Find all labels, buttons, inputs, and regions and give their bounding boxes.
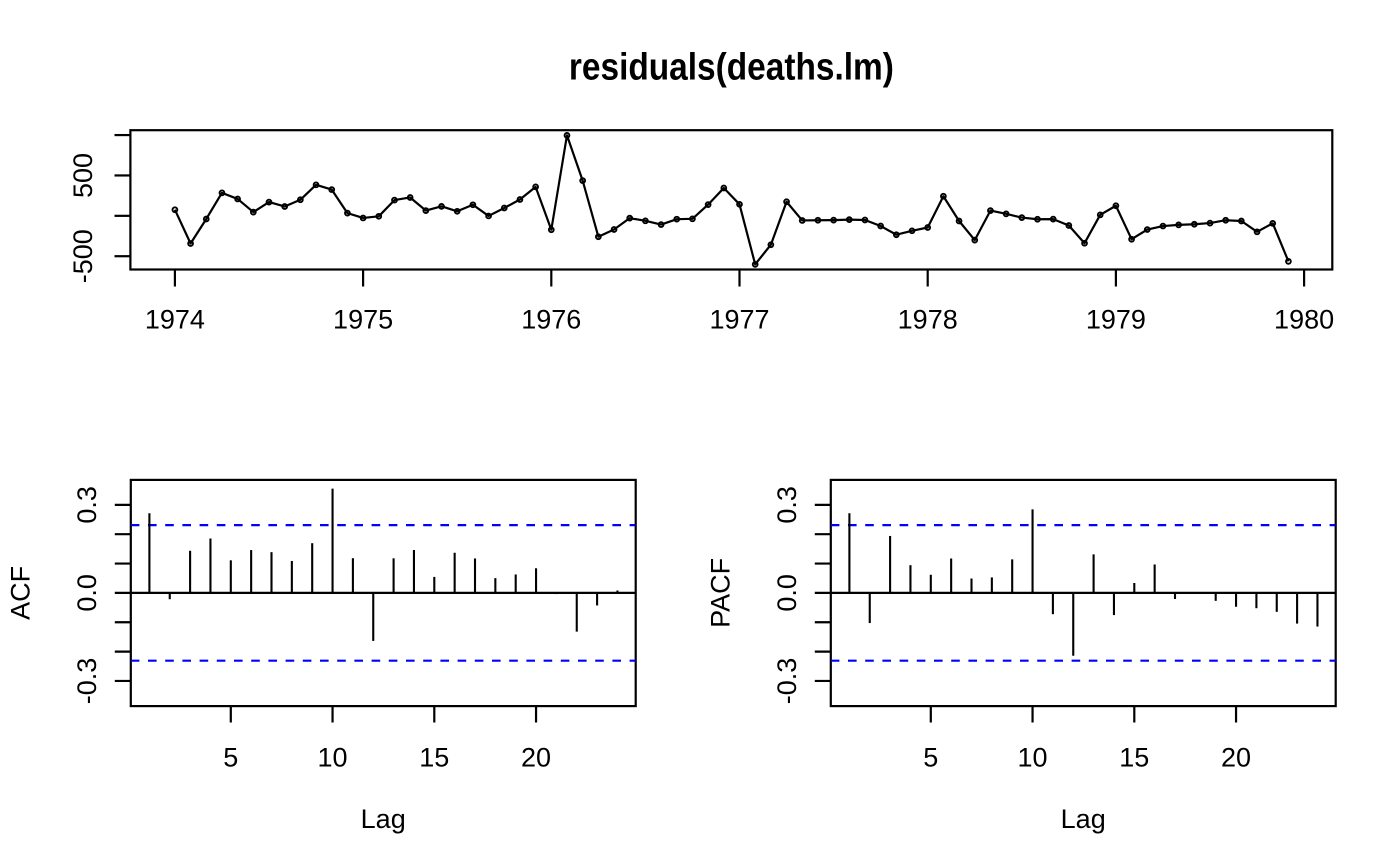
svg-text:1977: 1977 — [709, 304, 769, 334]
svg-text:0.3: 0.3 — [772, 486, 802, 524]
svg-text:10: 10 — [318, 742, 348, 772]
svg-text:-500: -500 — [68, 229, 98, 283]
svg-text:Lag: Lag — [361, 804, 406, 834]
svg-text:0.0: 0.0 — [772, 574, 802, 612]
svg-text:ACF: ACF — [6, 566, 36, 620]
svg-text:1979: 1979 — [1086, 304, 1146, 334]
svg-text:5: 5 — [923, 742, 938, 772]
svg-text:Lag: Lag — [1061, 804, 1106, 834]
svg-text:PACF: PACF — [706, 558, 736, 628]
svg-text:1978: 1978 — [898, 304, 958, 334]
svg-text:20: 20 — [1221, 742, 1251, 772]
svg-text:10: 10 — [1018, 742, 1048, 772]
svg-text:5: 5 — [223, 742, 238, 772]
svg-text:20: 20 — [521, 742, 551, 772]
svg-text:1976: 1976 — [521, 304, 581, 334]
svg-text:-0.3: -0.3 — [772, 658, 802, 705]
svg-text:1980: 1980 — [1274, 304, 1334, 334]
svg-text:15: 15 — [419, 742, 449, 772]
svg-text:1975: 1975 — [333, 304, 393, 334]
svg-text:0.0: 0.0 — [72, 574, 102, 612]
svg-text:0.3: 0.3 — [72, 486, 102, 524]
svg-text:15: 15 — [1119, 742, 1149, 772]
svg-text:residuals(deaths.lm): residuals(deaths.lm) — [569, 47, 894, 89]
svg-text:500: 500 — [68, 153, 98, 198]
svg-text:-0.3: -0.3 — [72, 658, 102, 705]
svg-text:1974: 1974 — [145, 304, 205, 334]
